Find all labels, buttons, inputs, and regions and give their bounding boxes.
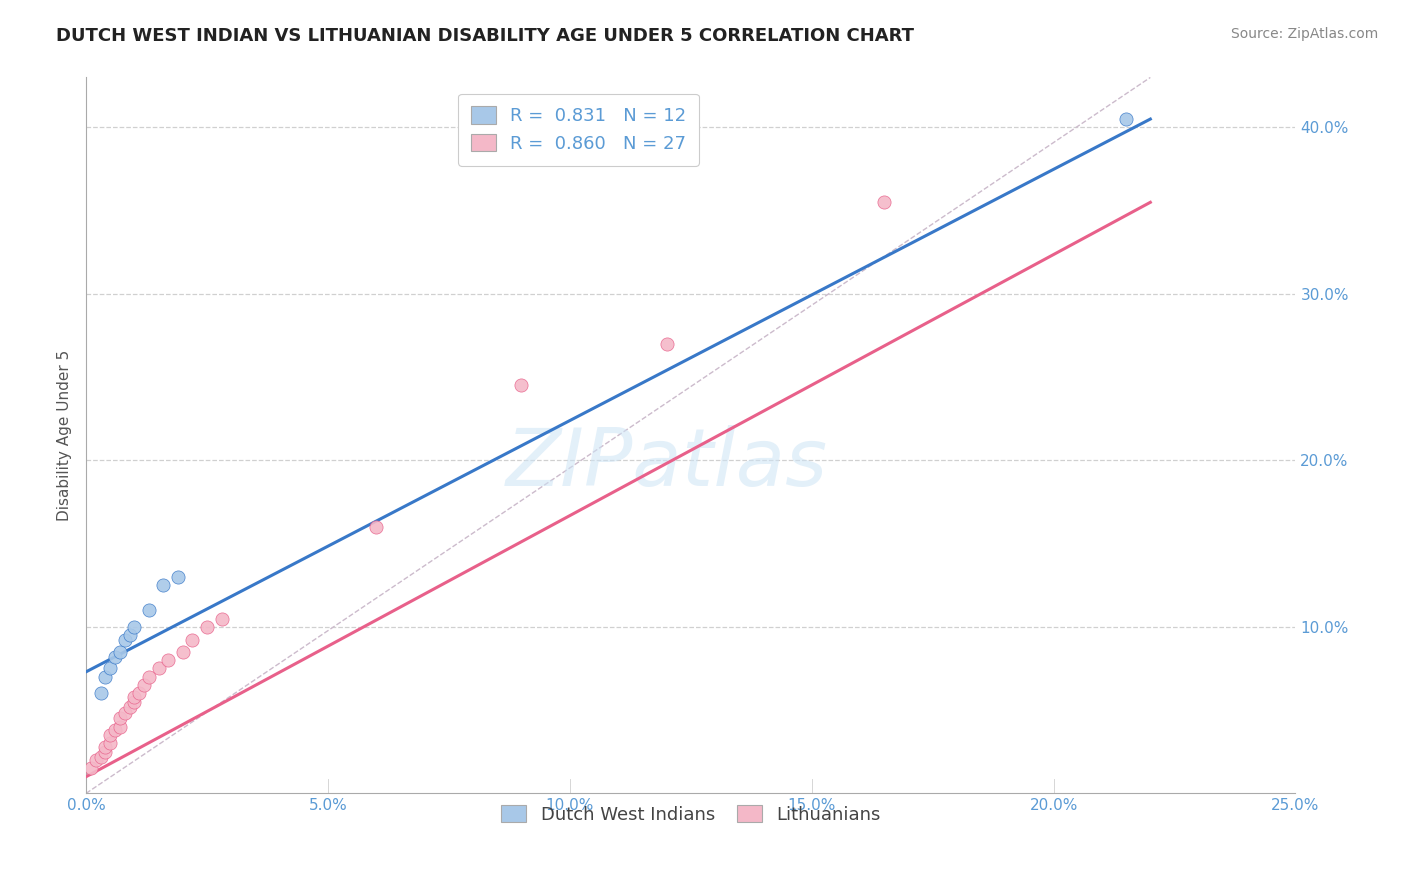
Point [152,578,174,592]
Text: DUTCH WEST INDIAN VS LITHUANIAN DISABILITY AGE UNDER 5 CORRELATION CHART: DUTCH WEST INDIAN VS LITHUANIAN DISABILI… [56,27,914,45]
Point [181,633,204,648]
Point [172,645,194,659]
Point [167,570,190,584]
Point [90,686,112,700]
Text: Source: ZipAtlas.com: Source: ZipAtlas.com [1230,27,1378,41]
Point [195,620,218,634]
Point [655,336,678,351]
Point [211,611,233,625]
Point [118,628,141,642]
Point [124,695,146,709]
Point [138,603,160,617]
Point [124,690,146,704]
Point [108,720,131,734]
Point [98,728,121,742]
Point [80,761,103,775]
Point [94,745,117,759]
Point [157,653,180,667]
Point [134,678,156,692]
Point [114,633,136,648]
Y-axis label: Disability Age Under 5: Disability Age Under 5 [58,350,72,521]
Point [108,645,131,659]
Point [108,711,131,725]
Point [118,699,141,714]
Point [366,520,388,534]
Point [90,749,112,764]
Point [98,736,121,750]
Point [94,739,117,754]
Point [104,649,127,664]
Point [98,661,121,675]
Point [510,378,533,392]
Point [124,620,146,634]
Text: ZIPatlas: ZIPatlas [506,425,828,503]
Point [128,686,150,700]
Point [873,195,896,210]
Legend: Dutch West Indians, Lithuanians: Dutch West Indians, Lithuanians [491,794,891,834]
Point [114,706,136,721]
Point [138,670,160,684]
Point [84,753,107,767]
Point [1115,112,1137,126]
Point [94,670,117,684]
Point [104,723,127,737]
Point [148,661,170,675]
